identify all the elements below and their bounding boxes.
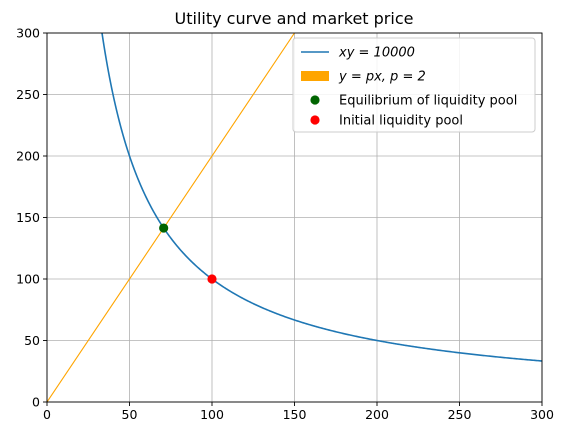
legend-marker-point — [310, 95, 320, 105]
x-tick-label: 50 — [122, 407, 138, 422]
y-tick-label: 150 — [16, 210, 40, 225]
x-tick-label: 100 — [200, 407, 224, 422]
legend-label: Equilibrium of liquidity pool — [339, 94, 517, 109]
equilibrium-point — [159, 223, 169, 233]
initial-point — [207, 274, 217, 284]
plot-area — [47, 33, 542, 402]
legend-label: y = px, p = 2 — [338, 70, 426, 85]
x-tick-label: 150 — [283, 407, 307, 422]
y-tick-label: 0 — [32, 395, 40, 410]
series-line-price — [47, 33, 295, 402]
chart-title: Utility curve and market price — [175, 9, 414, 28]
y-tick-label: 50 — [24, 333, 40, 348]
legend: xy = 10000 y = px, p = 2 Equilibrium of li… — [292, 37, 536, 133]
x-tick-label: 0 — [43, 407, 51, 422]
x-tick-label: 200 — [365, 407, 389, 422]
y-tick-label: 300 — [16, 26, 40, 41]
y-tick-label: 100 — [16, 272, 40, 287]
legend-marker-point — [310, 115, 320, 125]
x-tick-label: 300 — [530, 407, 554, 422]
legend-marker-line — [301, 71, 329, 81]
axes: 0 50 100 150 200 250 300 0 50 100 150 200 250 300 — [16, 26, 554, 423]
y-tick-label: 200 — [16, 149, 40, 164]
y-tick-label: 250 — [16, 87, 40, 102]
x-tick-label: 250 — [448, 407, 472, 422]
legend-box — [292, 37, 536, 133]
series-curve-xy — [101, 33, 542, 362]
legend-label: Initial liquidity pool — [339, 114, 463, 129]
legend-label: xy = 10000 — [338, 46, 415, 61]
